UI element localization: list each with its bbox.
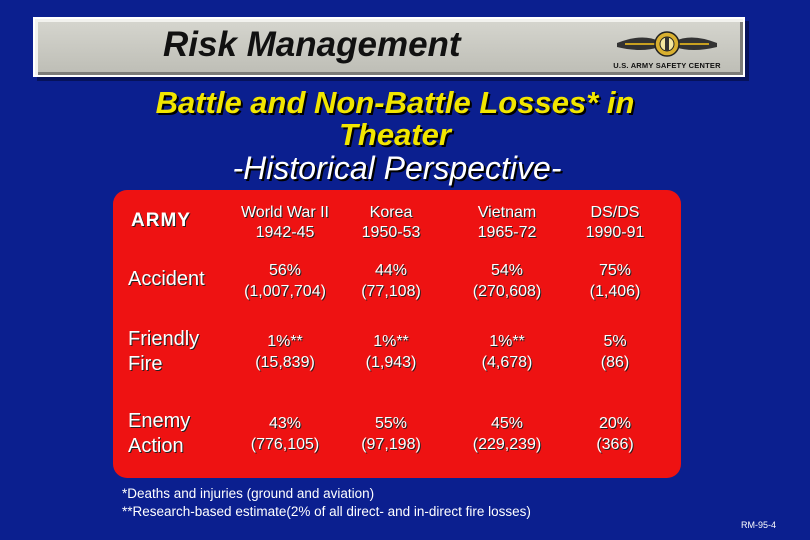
cell-percent: 1%**	[489, 333, 525, 350]
cell-count: (15,839)	[255, 354, 315, 371]
cell-percent: 1%**	[373, 333, 409, 350]
cell-count: (86)	[600, 354, 630, 371]
row-label-friendly-fire: Friendly Fire	[128, 327, 199, 377]
losses-table	[113, 190, 681, 478]
slide-id: RM-95-4	[741, 520, 777, 530]
cell-count: (366)	[596, 436, 634, 453]
column-header-dsds: DS/DS 1990-91	[560, 203, 670, 243]
footnote-research-estimate: **Research-based estimate(2% of all dire…	[122, 504, 531, 519]
column-name: World War II	[240, 204, 329, 221]
table-cell: 1%** (4,678)	[447, 331, 567, 373]
table-cell: 43% (776,105)	[225, 413, 345, 455]
row-label-line: Accident	[128, 268, 205, 290]
logo-caption: U.S. ARMY SAFETY CENTER	[613, 61, 721, 70]
banner-title: Risk Management	[163, 25, 461, 64]
column-years: 1965-72	[477, 224, 537, 241]
cell-count: (77,108)	[361, 283, 421, 300]
table-cell: 1%** (15,839)	[225, 331, 345, 373]
table-cell: 5% (86)	[560, 331, 670, 373]
cell-percent: 75%	[598, 262, 632, 279]
title-banner: Risk Management U.S. ARMY SAFETY CENTER	[33, 17, 745, 77]
column-header-ww2: World War II 1942-45	[225, 203, 345, 243]
column-name: Korea	[369, 204, 413, 221]
table-cell: 56% (1,007,704)	[225, 260, 345, 302]
column-years: 1942-45	[255, 224, 315, 241]
cell-percent: 43%	[268, 415, 302, 432]
table-cell: 20% (366)	[560, 413, 670, 455]
winged-emblem-icon	[617, 31, 717, 57]
cell-percent: 54%	[490, 262, 524, 279]
row-label-line: Action	[128, 435, 184, 457]
column-header-korea: Korea 1950-53	[336, 203, 446, 243]
row-label-line: Friendly	[128, 328, 200, 350]
column-name: DS/DS	[590, 204, 640, 221]
column-years: 1950-53	[361, 224, 421, 241]
cell-count: (270,608)	[472, 283, 542, 300]
main-title-line-2: Theater	[339, 117, 451, 152]
cell-count: (1,406)	[589, 283, 641, 300]
row-label-line: Enemy	[128, 410, 191, 432]
army-safety-center-logo: U.S. ARMY SAFETY CENTER	[607, 27, 727, 71]
table-cell: 45% (229,239)	[447, 413, 567, 455]
cell-count: (97,198)	[361, 436, 421, 453]
column-header-vietnam: Vietnam 1965-72	[447, 203, 567, 243]
cell-percent: 1%**	[267, 333, 303, 350]
cell-count: (776,105)	[250, 436, 320, 453]
table-cell: 44% (77,108)	[336, 260, 446, 302]
cell-percent: 56%	[268, 262, 302, 279]
subtitle: -Historical Perspective-	[232, 150, 562, 186]
main-title-line-1: Battle and Non-Battle Losses* in	[155, 85, 635, 120]
cell-count: (229,239)	[472, 436, 542, 453]
table-cell: 1%** (1,943)	[336, 331, 446, 373]
cell-percent: 20%	[598, 415, 632, 432]
cell-count: (4,678)	[481, 354, 533, 371]
row-label-line: Fire	[128, 353, 163, 375]
cell-percent: 55%	[374, 415, 408, 432]
cell-percent: 45%	[490, 415, 524, 432]
table-cell: 75% (1,406)	[560, 260, 670, 302]
column-name: Vietnam	[477, 204, 537, 221]
table-cell: 54% (270,608)	[447, 260, 567, 302]
row-label-enemy-action: Enemy Action	[128, 409, 190, 459]
footnote-deaths-injuries: *Deaths and injuries (ground and aviatio…	[122, 486, 375, 501]
cell-count: (1,007,704)	[244, 283, 326, 300]
table-cell: 55% (97,198)	[336, 413, 446, 455]
cell-count: (1,943)	[365, 354, 417, 371]
cell-percent: 44%	[374, 262, 408, 279]
table-corner-label: ARMY	[131, 210, 191, 231]
column-years: 1990-91	[585, 224, 645, 241]
row-label-accident: Accident	[128, 267, 205, 292]
cell-percent: 5%	[603, 333, 627, 350]
